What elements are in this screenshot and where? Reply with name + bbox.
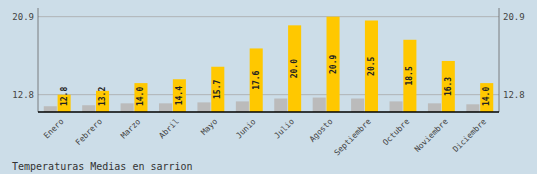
data-label: 17.6 [252,70,261,89]
bar [442,61,455,112]
bar [44,106,57,112]
data-label: 15.7 [213,80,222,99]
y-tick-label: 20.9 [12,12,34,22]
bar [250,48,263,112]
bar [121,103,134,112]
bar [197,102,210,112]
data-label: 14.0 [136,87,145,106]
x-tick-label: Febrero [74,117,104,147]
bar [288,25,301,112]
data-label: 16.3 [444,77,453,96]
bars [44,17,493,112]
x-tick-label: Diciembre [451,117,488,154]
bar [211,67,224,112]
x-tick-label: Septiembre [332,117,373,158]
bar [365,21,378,112]
data-label: 18.5 [405,66,414,85]
data-label: 20.0 [290,59,299,78]
bar [403,40,416,112]
chart: 12.8 13.2 14.0 14.4 15.7 17.6 20.0 20.9 20.5 18.5… [0,0,537,174]
bar [173,79,186,112]
bar [82,105,95,112]
y2-tick-label: 20.9 [503,12,525,22]
bar [236,101,249,112]
x-tick-label: Junio [234,117,258,141]
x-axis-line [38,111,499,112]
y-axis-line [38,8,39,112]
title: Temperaturas Medias en sarrion [12,161,193,172]
data-label: 20.9 [329,55,338,74]
x-tick-label: Noviembre [413,117,450,154]
data-label: 14.4 [175,86,184,105]
bar [134,83,147,112]
bar [390,101,403,112]
y-tick-label: 12.8 [12,90,34,100]
bar [274,99,287,112]
bar [313,98,326,112]
x-tick-label: Agosto [308,117,335,144]
grid-line [38,16,499,17]
x-tick-label: Julio [273,117,297,141]
page: {"chart_data": {"type": "bar", "title": … [0,0,537,174]
data-label: 12.8 [60,87,69,106]
x-tick-label: Octubre [381,117,411,147]
bar [159,103,172,112]
bar [428,103,441,112]
data-label: 20.5 [367,56,376,75]
bar [466,104,479,112]
x-tick-label: Abril [157,117,181,141]
chart-container: 12.8 13.2 14.0 14.4 15.7 17.6 20.0 20.9 20.5 18.5… [0,0,537,174]
data-label: 13.2 [98,87,107,106]
y2-axis-line [499,8,500,112]
y2-tick-label: 12.8 [503,90,525,100]
bar [480,83,493,112]
data-label: 14.0 [482,87,491,106]
x-tick-label: Marzo [119,117,143,141]
bar [327,17,340,112]
x-tick-label: Enero [42,117,66,141]
x-tick-label: Mayo [199,117,219,137]
bar [351,99,364,112]
